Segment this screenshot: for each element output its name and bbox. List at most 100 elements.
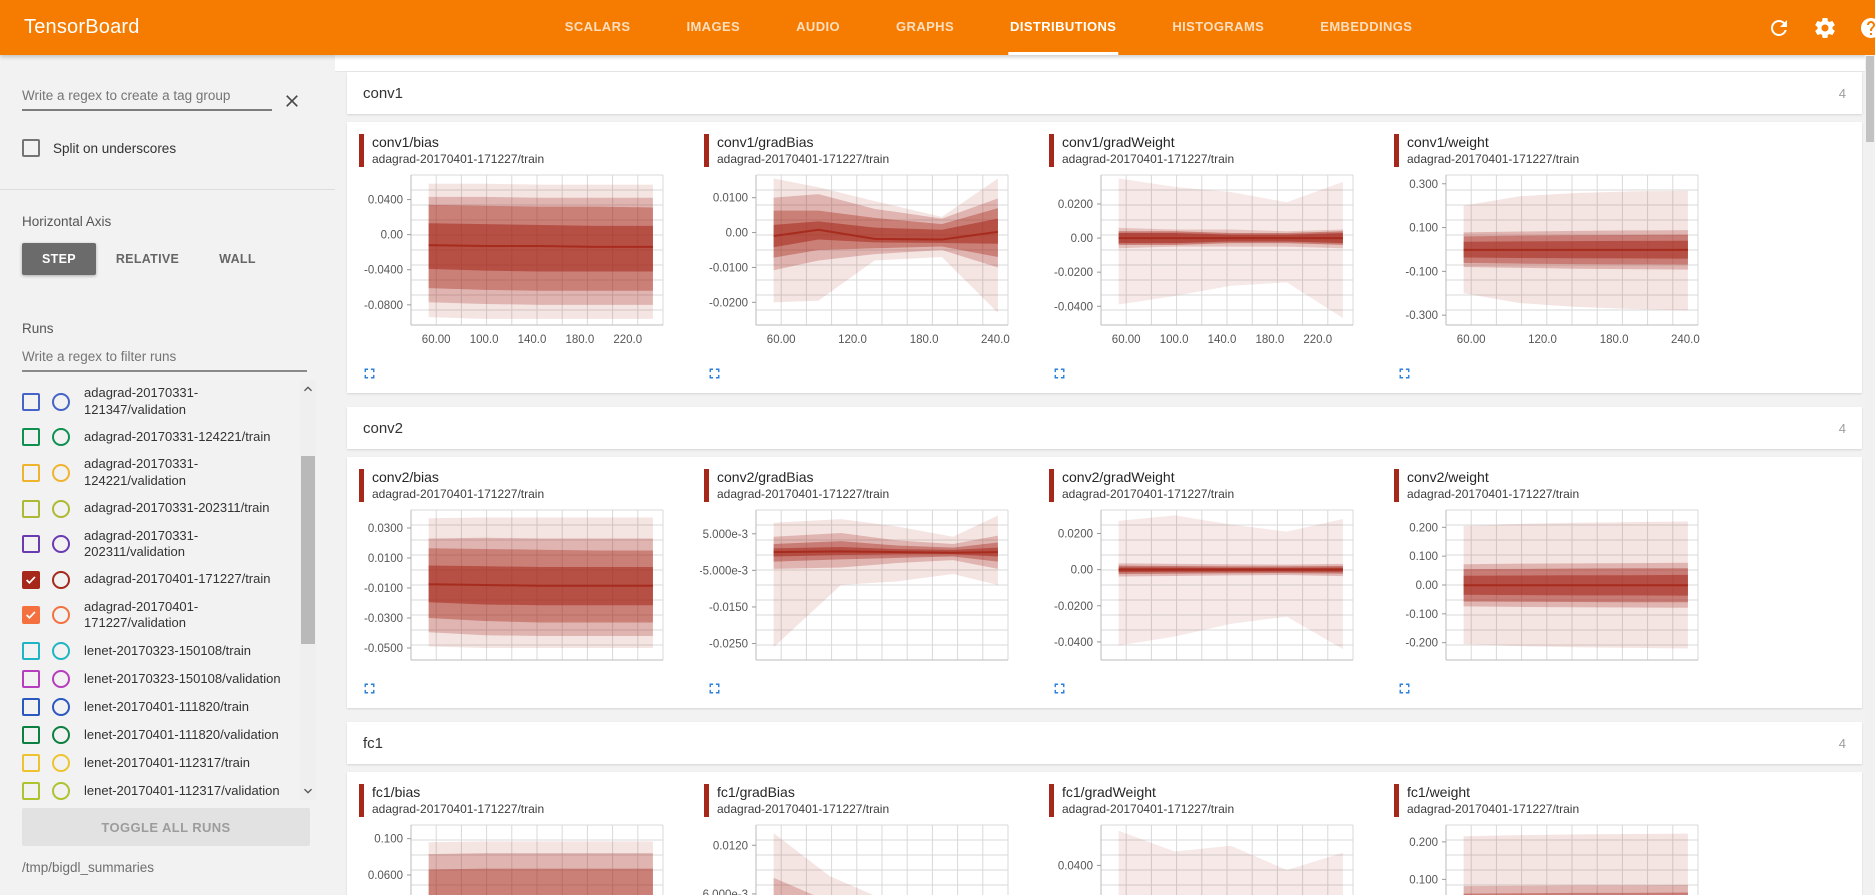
run-row[interactable]: adagrad-20170331-202311/train [22,495,322,523]
run-name: lenet-20170323-150108/train [84,642,251,658]
tab-distributions[interactable]: DISTRIBUTIONS [1008,0,1119,55]
tab-images[interactable]: IMAGES [686,18,741,34]
expand-icon[interactable] [706,680,723,697]
run-checkbox[interactable] [22,642,40,660]
run-row[interactable]: lenet-20170401-112317/validation [22,777,322,800]
run-checkbox[interactable] [22,463,40,482]
clear-icon[interactable] [282,91,302,111]
svg-text:0.00: 0.00 [1071,233,1093,245]
tag-filter-input[interactable] [22,85,272,111]
run-checkbox[interactable] [22,606,40,625]
run-checkbox[interactable] [22,428,40,447]
run-radio[interactable] [52,535,70,554]
expand-icon[interactable] [1051,680,1068,697]
section-header-conv2[interactable]: conv2 4 [347,407,1862,450]
tab-graphs[interactable]: GRAPHS [896,18,955,34]
runs-filter-input[interactable] [22,346,307,372]
expand-icon[interactable] [361,680,378,697]
run-row[interactable]: adagrad-20170331-121347/validation [22,380,322,423]
run-radio[interactable] [52,392,70,411]
run-checkbox[interactable] [22,670,40,688]
tab-scalars[interactable]: SCALARS [564,18,631,34]
run-row[interactable]: adagrad-20170331-202311/validation [22,523,322,566]
chart-titles: conv2/gradWeight adagrad-20170401-171227/… [1062,469,1234,502]
run-row[interactable]: adagrad-20170401-171227/validation [22,594,322,637]
app-title: TensorBoard [24,16,140,38]
scroll-down-icon[interactable] [300,782,316,800]
run-radio[interactable] [52,782,70,800]
settings-icon[interactable] [1813,16,1837,40]
tab-audio[interactable]: AUDIO [796,18,841,34]
svg-text:0.0400: 0.0400 [1058,861,1093,873]
run-row[interactable]: adagrad-20170401-171227/train [22,566,322,594]
run-radio[interactable] [52,754,70,772]
runs-scrollbar-thumb[interactable] [301,456,315,644]
tab-histograms[interactable]: HISTOGRAMS [1172,18,1265,34]
run-row[interactable]: adagrad-20170331-124221/validation [22,451,322,494]
run-row[interactable]: lenet-20170323-150108/validation [22,665,322,693]
run-row[interactable]: lenet-20170401-112317/train [22,749,322,777]
axis-option-wall[interactable]: WALL [219,252,256,266]
main-scrollbar-thumb[interactable] [1866,56,1874,142]
axis-option-relative[interactable]: RELATIVE [115,252,180,266]
run-radio[interactable] [52,428,70,447]
svg-text:0.0100: 0.0100 [368,553,403,565]
run-checkbox[interactable] [22,726,40,744]
tab-embeddings[interactable]: EMBEDDINGS [1320,18,1413,34]
run-radio[interactable] [52,570,70,589]
run-row[interactable]: lenet-20170401-111820/validation [22,721,322,749]
runs-scrollbar[interactable] [300,380,316,800]
axis-option-step[interactable]: STEP [22,243,96,275]
run-checkbox[interactable] [22,499,40,518]
run-radio[interactable] [52,642,70,660]
run-checkbox[interactable] [22,754,40,772]
run-checkbox[interactable] [22,570,40,589]
run-radio[interactable] [52,606,70,625]
expand-icon[interactable] [1051,365,1068,382]
run-radio[interactable] [52,670,70,688]
svg-text:240.0: 240.0 [981,334,1010,346]
svg-text:-5.000e-3: -5.000e-3 [700,566,748,578]
expand-icon[interactable] [361,365,378,382]
scroll-up-icon[interactable] [300,380,316,398]
run-checkbox[interactable] [22,535,40,554]
run-checkbox[interactable] [22,392,40,411]
main-scrollbar[interactable] [1865,55,1875,895]
run-checkbox[interactable] [22,782,40,800]
run-radio[interactable] [52,499,70,518]
expand-icon[interactable] [1396,680,1413,697]
section-header-conv1[interactable]: conv1 4 [347,72,1862,114]
run-radio[interactable] [52,726,70,744]
run-row[interactable]: lenet-20170323-150108/train [22,637,322,665]
section-header-fc1[interactable]: fc1 4 [347,722,1862,765]
run-name: lenet-20170401-112317/train [84,754,251,770]
run-radio[interactable] [52,463,70,482]
svg-text:-0.0400: -0.0400 [1054,637,1093,649]
refresh-icon[interactable] [1767,16,1791,40]
chart-actions [1396,365,1735,385]
expand-icon[interactable] [706,365,723,382]
split-underscores-row[interactable]: Split on underscores [22,139,313,157]
help-icon[interactable] [1859,16,1875,40]
run-radio[interactable] [52,698,70,716]
svg-text:-0.0100: -0.0100 [709,263,748,275]
run-name: lenet-20170401-111820/validation [84,726,279,742]
run-row[interactable]: adagrad-20170331-124221/train [22,423,322,451]
runs-label: Runs [22,321,54,336]
run-color-bar [359,784,364,818]
svg-text:220.0: 220.0 [1303,334,1332,346]
chart-title-row: conv2/bias adagrad-20170401-171227/train [359,469,700,503]
chart-actions [706,680,1045,700]
chart-title-row: conv1/gradWeight adagrad-20170401-171227/… [1049,134,1390,168]
run-row[interactable]: lenet-20170401-111820/train [22,693,322,721]
header-actions [1767,0,1875,55]
split-underscores-checkbox[interactable] [22,139,40,157]
svg-text:0.0200: 0.0200 [1058,529,1093,541]
expand-icon[interactable] [1396,365,1413,382]
svg-text:0.100: 0.100 [1409,223,1438,235]
distribution-chart: 5.000e-3 -5.000e-3 -0.0150 -0.0250 [700,509,1009,661]
run-checkbox[interactable] [22,698,40,716]
toggle-all-runs-button[interactable]: TOGGLE ALL RUNS [22,808,310,846]
